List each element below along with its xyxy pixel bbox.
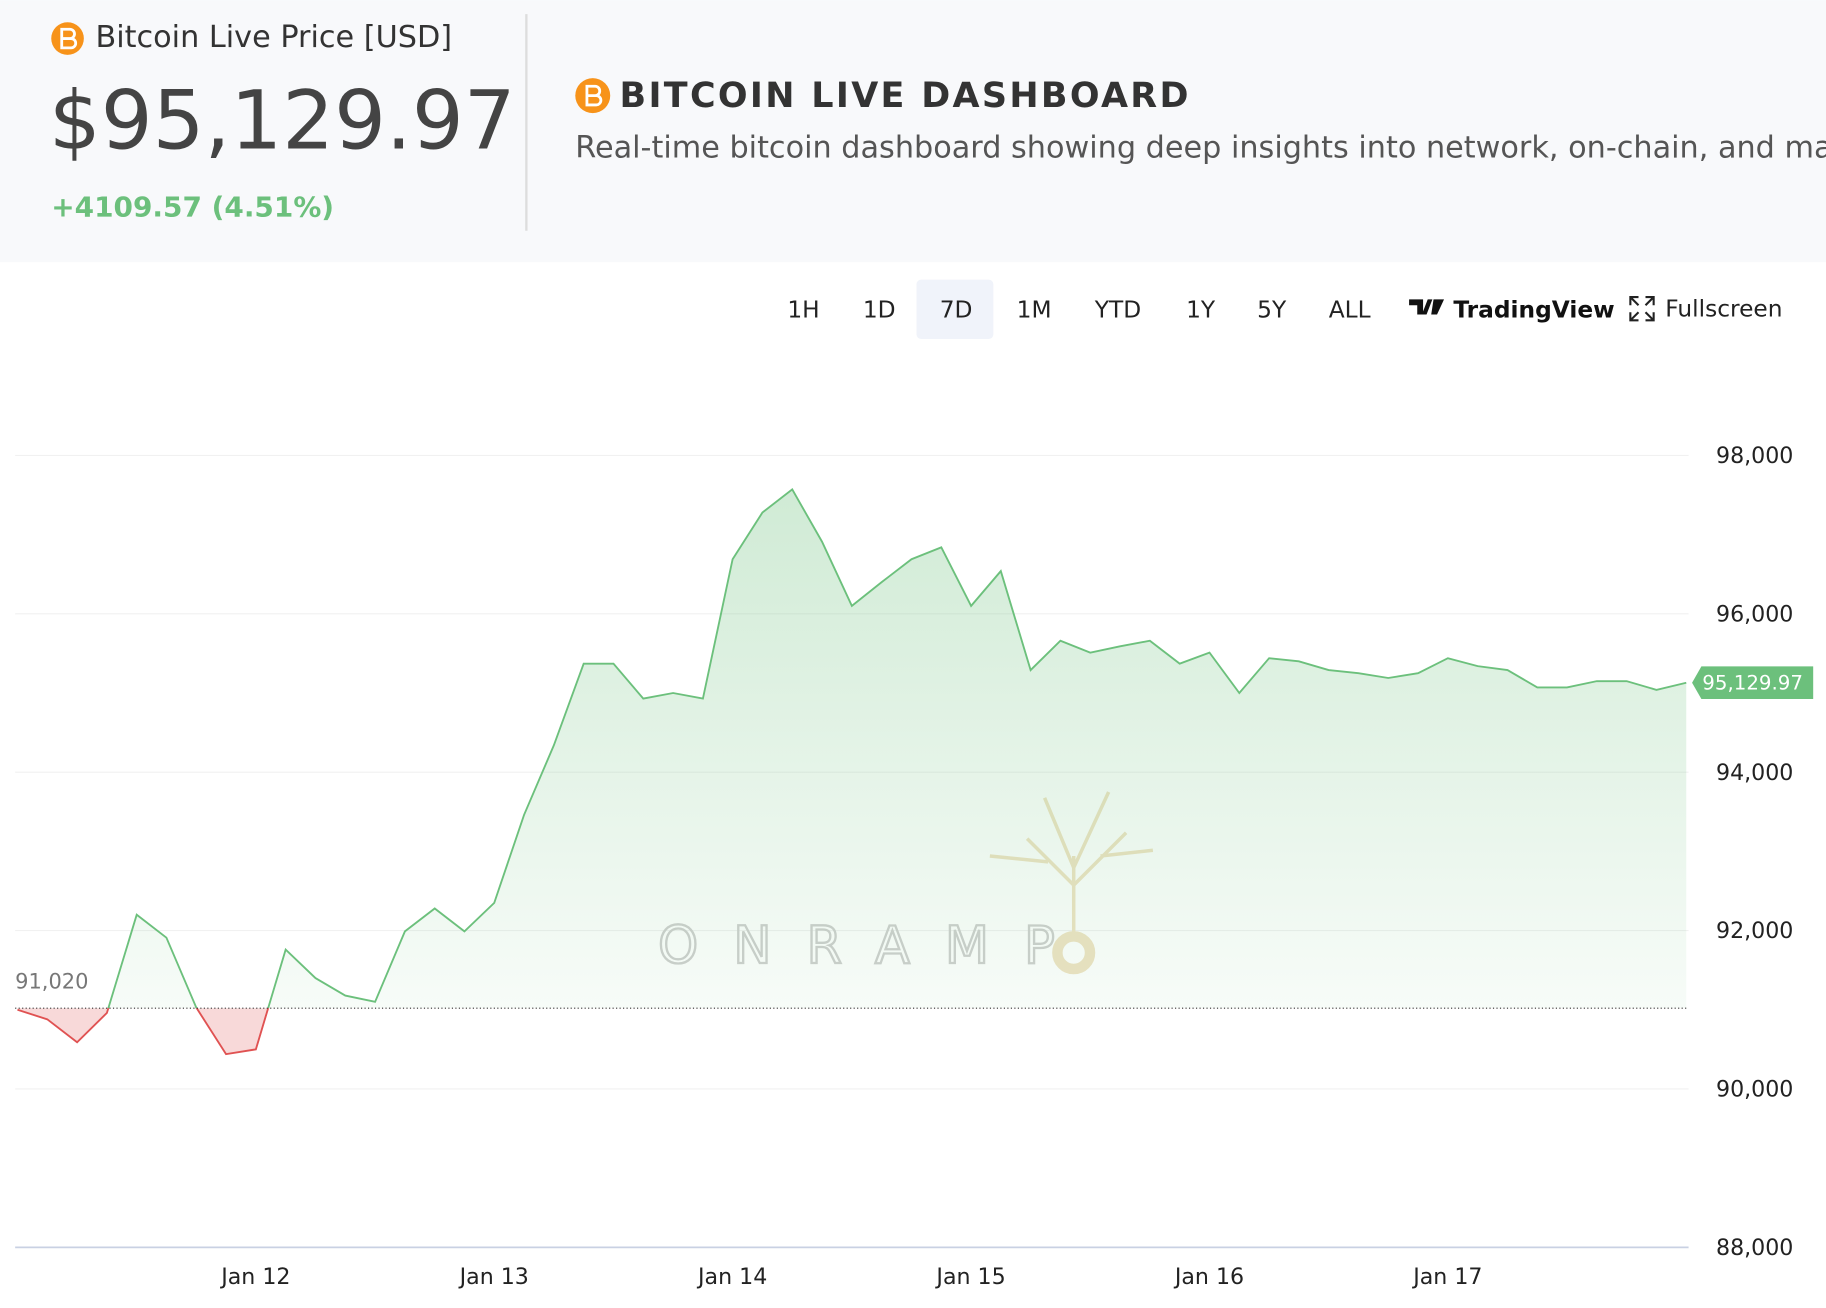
price-change: +4109.57 (4.51%) bbox=[51, 191, 334, 224]
range-button[interactable]: ALL bbox=[1329, 297, 1371, 324]
active-bg bbox=[916, 279, 994, 339]
range-label: YTD bbox=[1094, 297, 1141, 324]
price-label: Bitcoin Live Price [USD] bbox=[95, 20, 452, 55]
range-label: 1M bbox=[1017, 297, 1052, 324]
y-tick-label: 90,000 bbox=[1716, 1077, 1793, 1103]
y-tick-label: 88,000 bbox=[1716, 1235, 1793, 1261]
end-label-bg bbox=[1692, 666, 1814, 700]
price: $95,129.97 bbox=[49, 73, 516, 168]
x-tick-label: Jan 16 bbox=[1173, 1264, 1244, 1290]
y-tick-label: 96,000 bbox=[1716, 601, 1793, 627]
dashboard-title: BITCOIN LIVE DASHBOARD bbox=[620, 76, 1191, 116]
price-line-up bbox=[107, 488, 1687, 1009]
range-button[interactable]: 1Y bbox=[1186, 297, 1216, 324]
y-tick-label: 94,000 bbox=[1716, 760, 1793, 786]
chart: 88,000 90,000 92,000 94,000 96,000 98,000 Jan … bbox=[15, 443, 1814, 1290]
x-tick-label: Jan 15 bbox=[934, 1264, 1005, 1290]
range-label: 1D bbox=[863, 297, 896, 324]
x-tick-label: Jan 14 bbox=[696, 1264, 767, 1290]
range-button[interactable]: 1D bbox=[863, 297, 896, 324]
range-label: 1Y bbox=[1186, 297, 1216, 324]
range-button[interactable]: YTD bbox=[1094, 297, 1141, 324]
range-label: ALL bbox=[1329, 297, 1371, 324]
range-button[interactable]: 5Y bbox=[1257, 297, 1287, 324]
btc-icon bbox=[575, 78, 611, 114]
x-tick-label: Jan 12 bbox=[219, 1264, 290, 1290]
btc-icon bbox=[51, 22, 84, 55]
fullscreen-icon bbox=[1629, 296, 1655, 322]
range-label: 5Y bbox=[1257, 297, 1287, 324]
dashboard-subtitle: Real-time bitcoin dashboard showing deep… bbox=[575, 131, 1826, 166]
tradingview-link[interactable]: TradingView bbox=[1409, 297, 1615, 324]
x-tick-label: Jan 17 bbox=[1411, 1264, 1482, 1290]
fullscreen-text: Fullscreen bbox=[1665, 295, 1782, 322]
range-button[interactable]: 1M bbox=[1017, 297, 1052, 324]
area-down bbox=[17, 1008, 269, 1055]
range-button[interactable]: 7D bbox=[916, 279, 994, 339]
y-tick-label: 92,000 bbox=[1716, 918, 1793, 944]
range-label: 1H bbox=[787, 297, 819, 324]
range-label: 7D bbox=[940, 297, 973, 324]
header-bg bbox=[0, 0, 1826, 263]
tradingview-text: TradingView bbox=[1453, 297, 1614, 324]
range-button[interactable]: 1H bbox=[787, 297, 819, 324]
toolbar: 1H 1D 7D 1M YTD 1Y 5Y ALL TradingView Fullscreen bbox=[787, 279, 1782, 339]
area-up bbox=[17, 489, 1687, 1009]
y-tick-label: 98,000 bbox=[1716, 443, 1793, 469]
baseline-label: 91,020 bbox=[15, 970, 88, 994]
end-label: 95,129.97 bbox=[1702, 671, 1803, 694]
tradingview-logo bbox=[1409, 299, 1445, 315]
x-tick-label: Jan 13 bbox=[458, 1264, 529, 1290]
fullscreen-button[interactable]: Fullscreen bbox=[1629, 295, 1782, 322]
